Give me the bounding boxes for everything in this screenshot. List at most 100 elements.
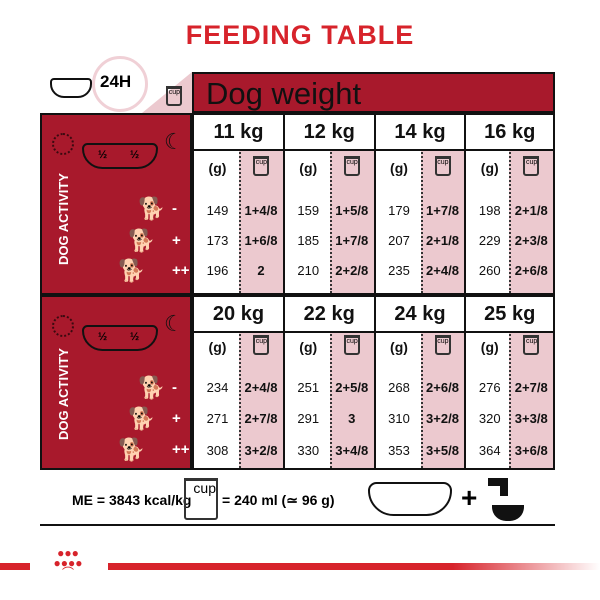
cup-icon-label: cup [346,159,358,166]
grams-header: (g) [208,339,227,355]
half-portion: ½ [98,331,108,343]
cups-value: 3+2/8 [244,443,278,458]
activity-panel: ☾ ½ ½ DOG ACTIVITY 🐕 - 🐕 + 🐕 ++ [40,113,192,295]
grams-value: 196 [206,263,229,278]
cup-icon: cup [343,156,360,176]
bowl-icon [50,78,92,98]
cup-icon: cup [523,156,540,176]
cup-equivalence: = 240 ml (≃ 96 g) [222,492,335,508]
energy-value: ME = 3843 kcal/kg [72,492,192,508]
cups-value: 2+6/8 [426,380,459,395]
grams-header: (g) [299,160,318,176]
grams-value: 291 [297,411,320,426]
cup-column [239,149,283,293]
brand-stripe [0,563,30,570]
activity-label: DOG ACTIVITY [56,348,71,440]
grams-header: (g) [299,339,318,355]
grams-value: 330 [297,443,320,458]
cups-value: 3 [348,411,356,426]
weight-value: 20 kg [194,297,283,333]
weight-value: 22 kg [284,297,374,333]
daily-label: 24H [100,72,132,91]
dog-weight-header: Dog weight [192,72,555,113]
dog-weight-label: Dog weight [206,76,362,111]
dog-activity-icon: 🐕 [118,258,146,283]
cups-value: 2+1/8 [514,203,548,218]
page-title: FEEDING TABLE [185,20,415,50]
grams-value: 353 [388,443,410,458]
cups-value: 1+7/8 [335,233,369,248]
cup-icon-label: cup [525,338,538,345]
weight-column: 12 kg (g) cup 159 1+5/8 185 1+7/8 210 2+2/8 [282,115,374,293]
cup-column [420,149,465,293]
cups-value: 2+5/8 [335,380,369,395]
grams-value: 207 [388,233,410,248]
weight-column: 14 kg (g) cup 179 1+7/8 207 2+1/8 235 2+4/8 [373,115,465,293]
cup-icon: cup [434,335,451,355]
activity-level: - [172,379,177,396]
weight-value: 16 kg [466,115,554,151]
weight-column: 11 kg (g) cup 149 1+4/8 173 1+6/8 196 2 [192,115,283,293]
cup-icon: cup [253,335,269,355]
weight-value: 11 kg [194,115,283,151]
grams-value: 260 [478,263,501,278]
brand-stripe [108,563,600,570]
grams-value: 198 [478,203,501,218]
grams-value: 268 [388,380,410,395]
sun-icon [52,133,74,155]
grams-value: 234 [206,380,229,395]
weight-column: 22 kg (g) cup 251 2+5/8 291 3 330 3+4/8 [282,297,374,468]
weight-value: 12 kg [284,115,374,151]
grams-value: 235 [388,263,410,278]
cup-icon: cup [166,86,182,106]
activity-level: ++ [172,262,190,279]
grams-value: 310 [388,411,410,426]
weight-column: 25 kg (g) cup 276 2+7/8 320 3+3/8 364 3+6/8 [464,297,554,468]
cups-value: 2+6/8 [514,263,548,278]
activity-level: + [172,232,181,249]
grams-header: (g) [390,160,408,176]
grams-value: 210 [297,263,320,278]
weight-value: 25 kg [466,297,554,333]
cup-icon-label: cup [255,338,267,345]
cup-icon-label: cup [437,159,449,166]
weight-grid: 20 kg (g) cup 234 2+4/8 271 2+7/8 308 3+2/8 22 kg… [192,295,555,470]
grams-value: 159 [297,203,320,218]
dog-activity-icon: 🐕 [118,437,146,462]
grams-header: (g) [390,339,408,355]
cups-value: 2+2/8 [335,263,369,278]
cups-value: 1+7/8 [426,203,459,218]
cups-value: 2 [257,263,265,278]
cups-value: 2+7/8 [514,380,548,395]
cup-column [329,331,374,468]
cups-value: 2+7/8 [244,411,278,426]
grams-value: 320 [478,411,501,426]
moon-icon: ☾ [164,129,184,154]
grams-header: (g) [480,339,499,355]
cups-value: 2+4/8 [244,380,278,395]
cups-value: 2+1/8 [426,233,459,248]
weight-column: 24 kg (g) cup 268 2+6/8 310 3+2/8 353 3+5/8 [373,297,465,468]
grams-value: 276 [478,380,501,395]
cup-icon-label: cup [168,89,180,96]
moon-icon: ☾ [164,311,184,336]
cup-icon-label: cup [193,480,216,496]
divider [40,524,555,526]
weight-column: 20 kg (g) cup 234 2+4/8 271 2+7/8 308 3+2/8 [192,297,283,468]
grams-value: 229 [478,233,501,248]
cup-icon: cup [523,335,540,355]
cups-value: 3+4/8 [335,443,369,458]
cups-value: 3+2/8 [426,411,459,426]
cup-icon: cup [253,156,269,176]
grams-value: 173 [206,233,229,248]
dog-activity-icon: 🐕 [138,196,166,221]
grams-value: 185 [297,233,320,248]
cup-icon-label: cup [525,159,538,166]
cup-icon-label: cup [346,338,358,345]
dog-activity-icon: 🐕 [138,375,166,400]
activity-level: - [172,200,177,217]
grams-value: 149 [206,203,229,218]
